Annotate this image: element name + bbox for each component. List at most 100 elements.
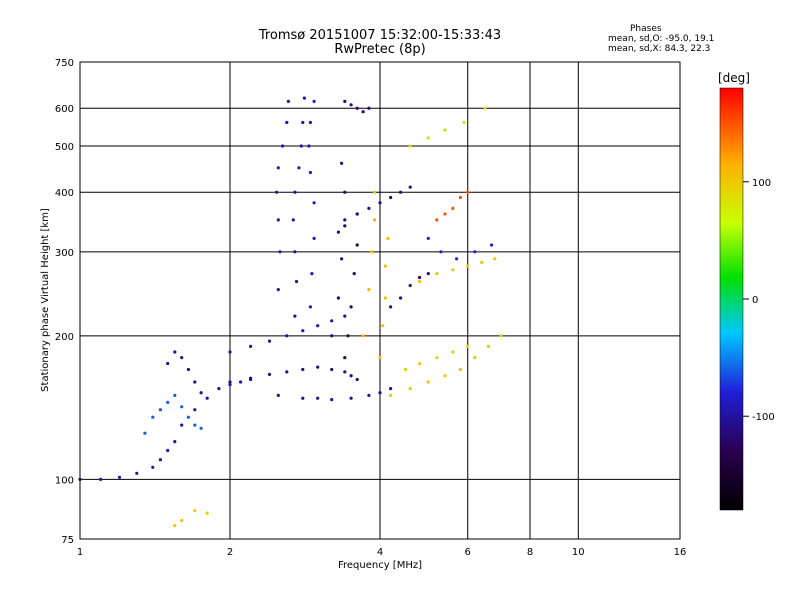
data-point <box>417 275 422 280</box>
data-point <box>193 423 197 427</box>
data-point <box>389 195 393 200</box>
data-point <box>355 212 359 216</box>
data-point <box>281 144 285 148</box>
data-point <box>302 96 306 100</box>
phases-o-value: -95.0, 19.1 <box>665 34 715 44</box>
x-tick-label: 6 <box>465 547 471 558</box>
data-point <box>312 201 316 205</box>
data-point <box>173 440 177 444</box>
colorbar-tick-label: 100 <box>752 178 771 189</box>
y-axis: 75 100 200 300 400 500 600 750 <box>55 58 74 546</box>
data-point <box>343 370 347 374</box>
data-point <box>343 190 347 194</box>
data-point <box>378 201 382 205</box>
data-point <box>239 380 243 384</box>
data-point <box>361 334 365 338</box>
data-point <box>399 190 403 194</box>
data-point <box>473 356 477 360</box>
data-point <box>378 391 382 395</box>
y-tick-label: 300 <box>55 248 74 259</box>
data-point <box>316 396 320 400</box>
x-tick-label: 2 <box>227 547 233 558</box>
x-tick-label: 4 <box>377 547 383 558</box>
data-point <box>355 377 359 382</box>
data-point <box>286 99 290 103</box>
phases-x-value: 84.3, 22.3 <box>664 44 711 54</box>
y-tick-label: 500 <box>55 142 74 153</box>
data-point <box>293 314 297 318</box>
data-point <box>330 398 334 402</box>
x-axis-label: Frequency [MHz] <box>338 560 422 571</box>
data-point <box>151 465 155 469</box>
data-point <box>173 524 177 528</box>
phases-x-line: mean, sd,X: 84.3, 22.3 <box>608 44 710 55</box>
data-point <box>193 380 197 384</box>
colorbar-tick-label: -100 <box>752 412 775 423</box>
data-point <box>355 106 359 110</box>
data-point <box>307 144 311 148</box>
data-point <box>389 387 393 391</box>
data-point <box>205 511 209 515</box>
data-point <box>186 367 190 372</box>
data-point <box>349 374 353 378</box>
data-point <box>228 350 232 354</box>
data-point <box>490 243 494 247</box>
data-point <box>389 305 393 309</box>
data-point <box>249 376 253 380</box>
grid <box>80 62 680 539</box>
data-point <box>383 264 387 268</box>
data-point <box>193 509 197 513</box>
data-point <box>435 356 439 360</box>
data-point <box>352 272 356 276</box>
data-point <box>389 393 393 397</box>
data-point <box>486 344 490 348</box>
data-point <box>228 380 232 384</box>
data-point <box>381 324 385 328</box>
data-point <box>361 110 365 114</box>
data-point <box>443 128 447 132</box>
data-point <box>346 334 350 338</box>
plot-frame <box>79 61 681 540</box>
data-point <box>466 190 470 194</box>
data-point <box>151 415 155 419</box>
x-tick-label: 16 <box>674 547 687 558</box>
data-point <box>466 264 470 268</box>
phases-title: Phases <box>630 24 662 34</box>
data-point <box>426 136 430 140</box>
data-point <box>308 120 312 125</box>
x-tick-label: 8 <box>527 547 533 558</box>
data-point <box>466 344 470 348</box>
data-point <box>336 296 340 300</box>
colorbar <box>719 87 744 511</box>
data-point <box>343 99 347 103</box>
data-point <box>336 230 340 234</box>
data-point <box>426 272 430 276</box>
y-tick-label: 200 <box>55 332 74 343</box>
data-point <box>349 103 353 107</box>
colorbar-tick-label: 0 <box>752 295 758 306</box>
data-point <box>299 144 303 148</box>
data-point <box>117 475 122 479</box>
chart-title-line2: RwPretec (8p) <box>334 42 426 57</box>
data-point <box>349 305 353 309</box>
data-point <box>330 319 334 323</box>
data-point <box>173 350 177 354</box>
data-point <box>199 391 203 395</box>
data-point <box>276 166 280 170</box>
data-point <box>473 250 477 254</box>
data-point <box>343 224 347 228</box>
data-point <box>217 387 221 391</box>
data-point <box>355 243 359 247</box>
data-point <box>180 405 184 409</box>
y-axis-label: Stationary phase Virtual Height [km] <box>40 208 51 392</box>
data-point <box>310 272 314 276</box>
data-point <box>276 393 280 397</box>
data-point <box>285 334 289 338</box>
data-point <box>158 458 162 462</box>
data-point <box>278 250 282 254</box>
data-point <box>367 206 371 210</box>
data-point <box>267 339 272 343</box>
data-point <box>267 372 272 376</box>
data-point <box>180 423 184 427</box>
